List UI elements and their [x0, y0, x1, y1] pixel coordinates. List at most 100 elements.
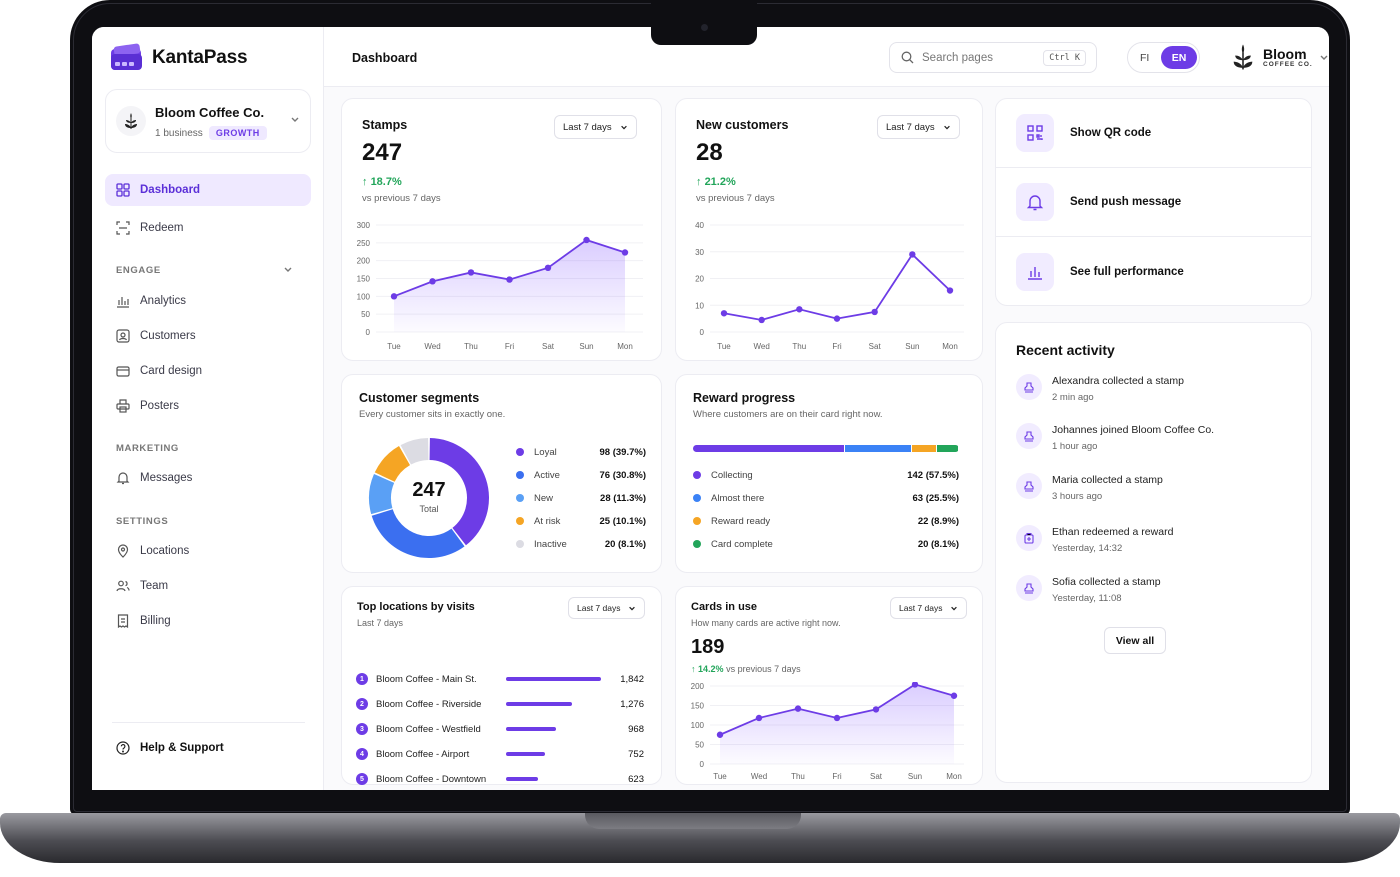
data-point[interactable]: [720, 310, 728, 317]
sidebar-item-billing[interactable]: Billing: [105, 605, 311, 637]
brand[interactable]: KantaPass: [110, 43, 248, 73]
reward-label: Collecting: [711, 469, 753, 481]
donut-slice-new[interactable]: [369, 474, 395, 515]
sidebar-item-redeem[interactable]: Redeem: [105, 212, 311, 244]
location-row[interactable]: 5 Bloom Coffee - Downtown 623: [356, 771, 644, 787]
location-visits: 1,842: [620, 673, 644, 685]
bell-icon: [116, 472, 130, 485]
location-row[interactable]: 4 Bloom Coffee - Airport 752: [356, 746, 644, 762]
x-tick-label: Mon: [946, 772, 962, 781]
sidebar-item-card-design[interactable]: Card design: [105, 355, 311, 387]
x-tick-label: Sat: [542, 342, 555, 351]
data-point[interactable]: [794, 705, 802, 712]
legend-dot: [516, 448, 524, 456]
sidebar-item-team[interactable]: Team: [105, 570, 311, 602]
app-name: KantaPass: [152, 47, 248, 68]
search-input[interactable]: Search pages Ctrl K: [889, 42, 1097, 73]
activity-item[interactable]: Sofia collected a stamp Yesterday, 11:08: [1016, 575, 1161, 604]
location-rank: 2: [356, 698, 368, 710]
sidebar-item-posters[interactable]: Posters: [105, 390, 311, 422]
lang-fi-option[interactable]: FI: [1140, 52, 1150, 64]
sidebar-label-messages: Messages: [140, 472, 193, 484]
data-point[interactable]: [583, 236, 590, 244]
sidebar-item-customers[interactable]: Customers: [105, 320, 311, 352]
sidebar-item-dashboard[interactable]: Dashboard: [105, 174, 311, 206]
account-menu[interactable]: Bloom COFFEE CO.: [1229, 42, 1329, 72]
data-point[interactable]: [429, 278, 436, 285]
data-point[interactable]: [544, 264, 552, 271]
data-point[interactable]: [950, 692, 958, 699]
data-point[interactable]: [911, 682, 919, 688]
sidebar-item-help[interactable]: Help & Support: [105, 732, 311, 764]
donut-slice-loyal[interactable]: [429, 438, 489, 546]
cards-in-use-range-select[interactable]: Last 7 days: [890, 597, 968, 619]
reward-label: Almost there: [711, 492, 765, 504]
business-name: Bloom Coffee Co.: [155, 105, 265, 120]
segment-legend-item: Active 76 (30.8%): [516, 468, 646, 482]
data-point[interactable]: [909, 251, 916, 258]
show-qr-label: Show QR code: [1070, 127, 1152, 139]
segment-value: 20 (8.1%): [604, 538, 646, 550]
plant-logo-icon: [116, 106, 146, 136]
activity-item[interactable]: Maria collected a stamp 3 hours ago: [1016, 473, 1163, 502]
data-point[interactable]: [716, 731, 724, 738]
see-performance-button[interactable]: See full performance: [996, 237, 1311, 305]
activity-time: Yesterday, 14:32: [1052, 543, 1123, 554]
segment-value: 98 (39.7%): [599, 446, 646, 458]
lang-en-option[interactable]: EN: [1161, 46, 1197, 69]
data-point[interactable]: [621, 249, 629, 256]
activity-text: Ethan redeemed a reward: [1052, 526, 1174, 538]
y-tick-label: 150: [691, 702, 705, 711]
activity-item[interactable]: Johannes joined Bloom Coffee Co. 1 hour …: [1016, 423, 1214, 452]
data-point[interactable]: [833, 315, 841, 322]
donut-slice-active[interactable]: [371, 509, 465, 558]
donut-slice-inactive[interactable]: [400, 438, 429, 465]
location-row[interactable]: 3 Bloom Coffee - Westfield 968: [356, 721, 644, 737]
x-tick-label: Thu: [464, 342, 478, 351]
stamps-range-select[interactable]: Last 7 days: [554, 115, 637, 139]
segments-donut-chart: [369, 438, 489, 558]
data-point[interactable]: [872, 706, 880, 713]
help-circle-icon: [116, 741, 130, 755]
data-point[interactable]: [946, 287, 954, 294]
locations-range-select[interactable]: Last 7 days: [568, 597, 646, 619]
sidebar-item-messages[interactable]: Messages: [105, 462, 311, 494]
data-point[interactable]: [758, 316, 765, 324]
reward-legend: Collecting 142 (57.5%) Almost there 63 (25.…: [693, 468, 959, 568]
location-row[interactable]: 1 Bloom Coffee - Main St. 1,842: [356, 671, 644, 687]
data-point[interactable]: [506, 276, 513, 283]
sidebar-item-analytics[interactable]: Analytics: [105, 285, 311, 317]
segments-title: Customer segments: [359, 391, 480, 405]
data-point[interactable]: [390, 293, 398, 300]
sidebar-label-help: Help & Support: [140, 742, 224, 754]
activity-item[interactable]: Alexandra collected a stamp 2 min ago: [1016, 374, 1184, 403]
y-tick-label: 100: [357, 292, 371, 301]
activity-title: Recent activity: [1016, 342, 1115, 358]
sidebar-label-team: Team: [140, 580, 169, 592]
stamp-icon: [1016, 575, 1042, 601]
data-point[interactable]: [833, 714, 841, 722]
send-push-button[interactable]: Send push message: [996, 168, 1311, 237]
location-bar: [506, 677, 601, 681]
data-point[interactable]: [796, 306, 803, 313]
sidebar-label-customers: Customers: [140, 330, 196, 342]
x-tick-label: Sun: [905, 342, 919, 351]
business-switcher[interactable]: Bloom Coffee Co. 1 business GROWTH: [105, 89, 311, 153]
x-tick-label: Sat: [869, 342, 882, 351]
location-row[interactable]: 2 Bloom Coffee - Riverside 1,276: [356, 696, 644, 712]
reward-legend-item: Collecting 142 (57.5%): [693, 468, 959, 482]
sidebar-item-locations[interactable]: Locations: [105, 535, 311, 567]
data-point[interactable]: [755, 714, 763, 722]
camera-notch: [651, 0, 757, 45]
grid-icon: [116, 183, 130, 197]
donut-slice-at-risk[interactable]: [374, 446, 410, 482]
data-point[interactable]: [871, 308, 878, 316]
activity-time: Yesterday, 11:08: [1052, 593, 1122, 604]
show-qr-button[interactable]: Show QR code: [996, 99, 1311, 168]
location-bar: [506, 702, 572, 706]
data-point[interactable]: [467, 269, 475, 276]
new-customers-range-select[interactable]: Last 7 days: [877, 115, 960, 139]
view-all-button[interactable]: View all: [1104, 627, 1166, 654]
activity-item[interactable]: Ethan redeemed a reward Yesterday, 14:32: [1016, 525, 1173, 554]
chevron-down-icon[interactable]: [283, 264, 293, 274]
